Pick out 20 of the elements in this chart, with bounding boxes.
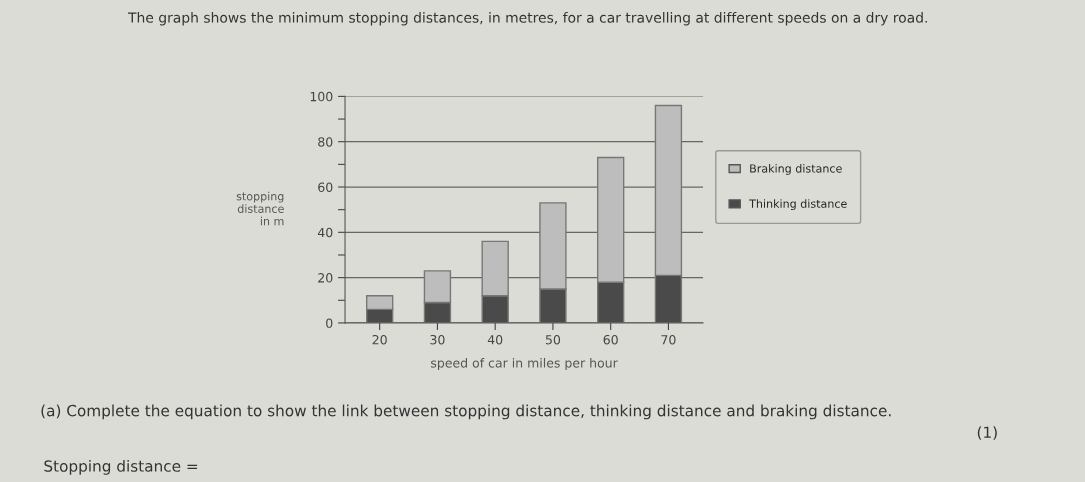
x-tick-label: 20 [372,334,387,345]
x-tick-label: 70 [661,334,676,345]
y-tick-label: 60 [318,182,333,192]
legend-label: Braking distance [750,164,842,175]
x-tick-label: 60 [603,334,618,345]
x-tick-label: 30 [430,334,445,345]
y-tick-label: 0 [326,318,333,328]
legend-label: Thinking distance [749,199,847,210]
chart-title: The graph shows the minimum stopping distances, in metres, for a car travelling at different speeds on a dry road. [127,12,927,26]
y-tick-label: 80 [318,137,333,147]
x-axis-title: speed of car in miles per hour [431,357,618,371]
y-tick-label: 40 [317,227,333,238]
x-tick-label: 50 [545,334,561,345]
text: Stopping distance = [44,459,198,475]
text: (a) Complete the equation to show the link between stopping distance, thinking distance and braking distance. [41,404,891,420]
y-tick-label: 100 [310,91,333,102]
y-axis-title: stopping distance in m [236,191,284,226]
text: (1) [977,426,997,440]
x-tick-label: 40 [487,334,503,345]
y-tick-label: 20 [318,273,333,283]
